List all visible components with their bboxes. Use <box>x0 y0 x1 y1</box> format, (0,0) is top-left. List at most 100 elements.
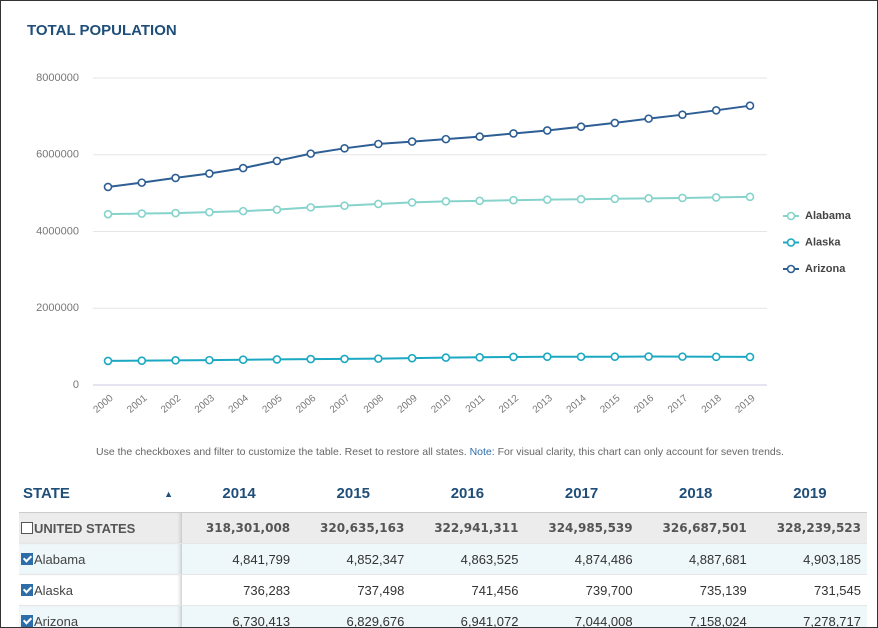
y-tick-label: 6000000 <box>36 149 79 161</box>
table-cell: 737,498 <box>296 574 411 606</box>
column-header[interactable]: 2015 <box>296 474 411 513</box>
table-cell: 6,941,072 <box>410 605 525 627</box>
x-tick-label: 2004 <box>227 393 251 416</box>
checkbox[interactable] <box>21 614 33 627</box>
cell-text: 4,852,347 <box>346 551 405 567</box>
table-cell: 4,903,185 <box>752 543 867 575</box>
data-point <box>745 352 755 362</box>
table-cell: Alabama <box>19 543 182 575</box>
data-point <box>205 207 214 217</box>
table-cell: 7,278,717 <box>752 605 867 628</box>
table-cell: 324,985,539 <box>524 512 639 544</box>
table-cell: 4,887,681 <box>638 543 753 575</box>
data-point <box>306 203 316 212</box>
data-table: STATE ▲ 2014 2015 2016 2017 2018 2019 UNITED STA… <box>19 474 867 628</box>
cell-text: 731,545 <box>814 582 861 598</box>
legend-marker <box>786 264 796 274</box>
cell-text: 6,829,676 <box>346 613 405 628</box>
checkbox[interactable] <box>21 552 33 565</box>
column-header[interactable]: 2017 <box>524 474 639 513</box>
header-text: 2014 <box>222 484 256 502</box>
data-point <box>340 201 349 210</box>
data-point <box>441 197 451 206</box>
data-point <box>103 356 113 366</box>
x-tick-label: 2009 <box>396 393 420 416</box>
data-point <box>171 173 180 183</box>
cell-text: 320,635,163 <box>320 521 405 535</box>
x-tick-label: 2017 <box>666 393 690 416</box>
legend-marker <box>786 211 796 221</box>
legend-label: Alabama <box>805 210 852 222</box>
column-header[interactable]: 2014 <box>182 474 297 513</box>
table-row: UNITED STATES 318,301,008 320,635,163 322,9… <box>19 512 867 544</box>
data-point <box>678 110 687 119</box>
data-point <box>205 169 214 178</box>
data-point <box>306 149 316 158</box>
column-header[interactable]: STATE ▲ <box>19 474 182 513</box>
cell-text: 6,730,413 <box>232 613 291 628</box>
data-point <box>610 118 620 128</box>
y-tick-label: 2000000 <box>36 302 79 314</box>
x-tick-label: 2013 <box>531 393 555 416</box>
x-tick-label: 2014 <box>565 393 589 416</box>
x-tick-label: 2005 <box>260 393 284 416</box>
table-row: Arizona 6,730,413 6,829,676 6,941,072 7,044,… <box>19 605 867 628</box>
x-tick-label: 2008 <box>362 393 386 416</box>
data-point <box>711 352 721 362</box>
data-point <box>407 137 417 146</box>
table-row: Alaska 736,283 737,498 741,456 739,700 735,13… <box>19 574 867 606</box>
table-cell: 731,545 <box>752 574 867 606</box>
x-tick-label: 2016 <box>632 393 656 416</box>
column-header[interactable]: 2019 <box>752 474 867 513</box>
data-point <box>205 355 214 365</box>
series-line <box>107 195 751 216</box>
cell-text: 4,874,486 <box>574 551 633 567</box>
y-tick-label: 8000000 <box>36 72 79 84</box>
data-point <box>475 196 484 206</box>
data-point <box>340 144 349 153</box>
data-point <box>238 163 248 173</box>
x-tick-label: 2002 <box>159 393 183 416</box>
column-header[interactable]: 2018 <box>638 474 753 513</box>
table-row: Alabama 4,841,799 4,852,347 4,863,525 4,874,… <box>19 543 867 575</box>
data-point <box>238 355 248 364</box>
header-text: 2018 <box>679 484 713 502</box>
data-point <box>745 101 755 110</box>
table-cell: 328,239,523 <box>752 512 867 544</box>
x-tick-label: 2011 <box>464 393 488 416</box>
checkbox[interactable] <box>21 583 33 596</box>
table-cell: 741,456 <box>410 574 525 606</box>
data-point <box>171 208 180 218</box>
data-point <box>272 355 282 364</box>
data-point <box>340 354 349 364</box>
cell-text: 7,278,717 <box>803 613 861 628</box>
cell-text: UNITED STATES <box>34 520 136 536</box>
checkbox[interactable] <box>21 521 33 534</box>
chart-title: TOTAL POPULATION <box>27 22 177 39</box>
data-point <box>678 193 687 203</box>
x-tick-label: 2003 <box>193 393 217 416</box>
cell-text: 737,498 <box>357 582 405 598</box>
table-cell: 4,852,347 <box>296 543 411 575</box>
x-tick-label: 2010 <box>429 393 453 416</box>
chart: TOTAL POPULATION 0 2000000 4000000 6000000 8… <box>27 22 852 416</box>
x-tick-label: 2019 <box>734 393 758 416</box>
table-cell: 4,841,799 <box>182 543 297 575</box>
data-point <box>711 106 721 115</box>
cell-text: 324,985,539 <box>548 521 633 535</box>
header-text: STATE <box>23 484 70 502</box>
x-tick-label: 2018 <box>700 393 724 416</box>
cell-text: 7,158,024 <box>688 613 747 628</box>
table-cell: 6,730,413 <box>182 605 297 628</box>
data-point <box>509 352 518 362</box>
cell-text: 739,700 <box>585 582 633 598</box>
data-point <box>475 132 484 141</box>
table-cell: 322,941,311 <box>410 512 525 544</box>
table-cell: 736,283 <box>182 574 297 606</box>
legend-label: Alaska <box>805 236 841 248</box>
column-header[interactable]: 2016 <box>410 474 525 513</box>
note-label: Note: <box>469 446 495 458</box>
data-point <box>644 194 653 203</box>
data-point <box>374 139 383 149</box>
data-point <box>542 126 552 135</box>
